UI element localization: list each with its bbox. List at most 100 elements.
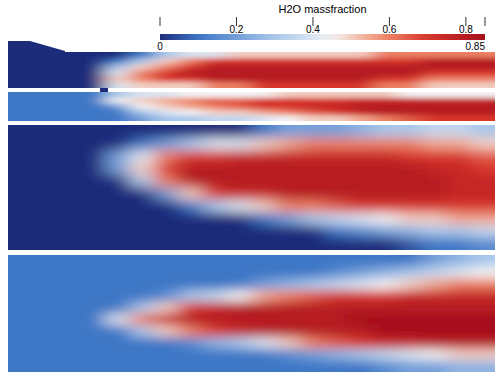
cell bbox=[8, 138, 33, 151]
cell bbox=[373, 200, 398, 213]
cell bbox=[32, 325, 57, 337]
cell bbox=[130, 52, 155, 59]
cell bbox=[325, 138, 350, 151]
cell bbox=[471, 175, 495, 188]
cell bbox=[154, 98, 179, 104]
cell bbox=[57, 82, 82, 88]
cell bbox=[178, 115, 203, 121]
cell bbox=[276, 314, 301, 326]
cell bbox=[446, 188, 471, 201]
cell bbox=[203, 349, 228, 361]
cell bbox=[178, 163, 203, 176]
cell bbox=[203, 76, 228, 83]
cell bbox=[300, 188, 325, 201]
cell bbox=[203, 213, 228, 226]
cell bbox=[203, 302, 228, 314]
cell bbox=[81, 163, 106, 176]
cell bbox=[8, 70, 33, 77]
cell bbox=[57, 98, 82, 104]
cell bbox=[373, 76, 398, 83]
cell bbox=[32, 163, 57, 176]
cell bbox=[349, 213, 374, 226]
cell bbox=[81, 58, 106, 65]
cell bbox=[81, 337, 106, 349]
cell bbox=[252, 225, 277, 238]
cell bbox=[32, 92, 57, 98]
cell bbox=[471, 92, 495, 98]
cell bbox=[325, 58, 350, 65]
cell bbox=[105, 76, 130, 83]
cell bbox=[252, 52, 277, 59]
cell bbox=[227, 267, 252, 279]
cell bbox=[154, 64, 179, 71]
cell bbox=[471, 76, 495, 83]
cell bbox=[8, 115, 33, 121]
cell bbox=[373, 337, 398, 349]
cell bbox=[252, 76, 277, 83]
cell bbox=[203, 325, 228, 337]
cell bbox=[300, 138, 325, 151]
cell bbox=[446, 314, 471, 326]
cell bbox=[349, 104, 374, 110]
cell bbox=[154, 58, 179, 65]
cell bbox=[81, 302, 106, 314]
cell bbox=[178, 325, 203, 337]
cell bbox=[130, 225, 155, 238]
cell bbox=[105, 325, 130, 337]
cell bbox=[398, 175, 423, 188]
cell bbox=[105, 104, 130, 110]
cell bbox=[471, 104, 495, 110]
cell bbox=[446, 213, 471, 226]
cell bbox=[32, 238, 57, 251]
cell bbox=[276, 64, 301, 71]
cell bbox=[422, 200, 447, 213]
cell bbox=[446, 337, 471, 349]
cell bbox=[32, 82, 57, 88]
cell bbox=[81, 225, 106, 238]
cell bbox=[373, 238, 398, 251]
cell bbox=[349, 337, 374, 349]
cell bbox=[300, 337, 325, 349]
cell bbox=[32, 150, 57, 163]
cell bbox=[349, 175, 374, 188]
cell bbox=[471, 64, 495, 71]
cell bbox=[203, 200, 228, 213]
cell bbox=[81, 349, 106, 361]
cell bbox=[8, 225, 33, 238]
cell bbox=[471, 58, 495, 65]
cell bbox=[300, 150, 325, 163]
cell bbox=[81, 138, 106, 151]
cell bbox=[252, 175, 277, 188]
cell bbox=[349, 255, 374, 267]
cell bbox=[349, 290, 374, 302]
cell bbox=[130, 349, 155, 361]
cell bbox=[252, 238, 277, 251]
cell bbox=[349, 98, 374, 104]
cell bbox=[203, 163, 228, 176]
cell bbox=[130, 325, 155, 337]
cell bbox=[252, 337, 277, 349]
cell bbox=[446, 92, 471, 98]
cell bbox=[32, 337, 57, 349]
cell bbox=[325, 64, 350, 71]
field-panel bbox=[8, 52, 495, 88]
cell bbox=[57, 314, 82, 326]
cell bbox=[154, 314, 179, 326]
cell bbox=[300, 125, 325, 138]
cell bbox=[349, 302, 374, 314]
colorbar-tick-label: 0.6 bbox=[382, 24, 396, 35]
cell bbox=[8, 200, 33, 213]
cell bbox=[105, 150, 130, 163]
cell bbox=[398, 64, 423, 71]
cell bbox=[178, 337, 203, 349]
cell bbox=[105, 175, 130, 188]
cell bbox=[130, 290, 155, 302]
cell bbox=[300, 213, 325, 226]
cell bbox=[252, 150, 277, 163]
cell bbox=[130, 337, 155, 349]
cell bbox=[227, 325, 252, 337]
cell bbox=[154, 70, 179, 77]
cell bbox=[373, 255, 398, 267]
cell bbox=[178, 70, 203, 77]
cell bbox=[373, 302, 398, 314]
